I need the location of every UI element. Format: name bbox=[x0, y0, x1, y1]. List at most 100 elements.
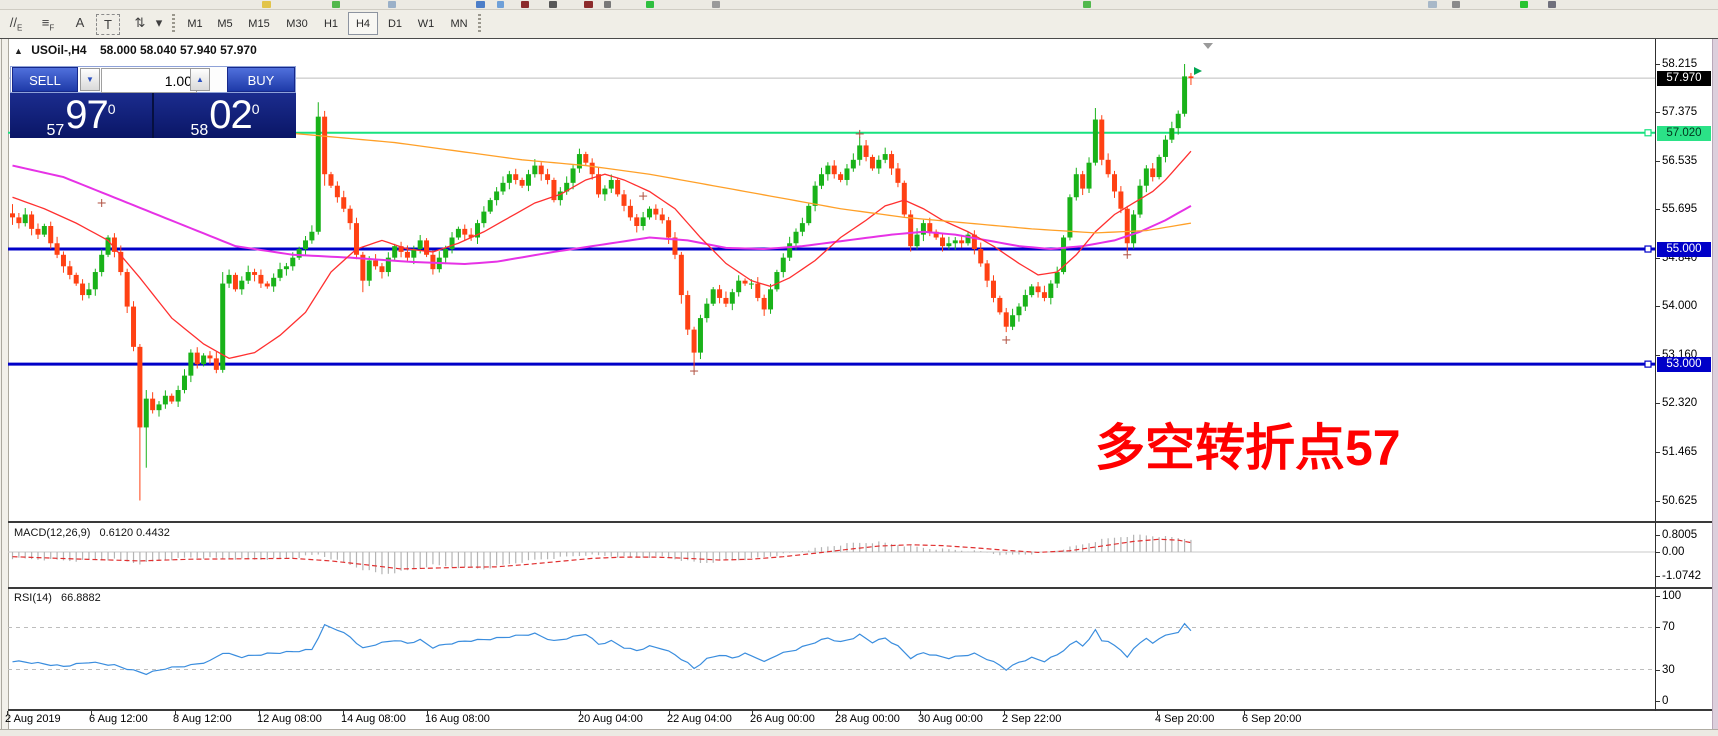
volume-input[interactable] bbox=[101, 68, 197, 93]
sell-price-display[interactable]: 57970 bbox=[10, 93, 152, 139]
axis-tick-label: 0.8005 bbox=[1662, 529, 1698, 541]
panel-separator bbox=[8, 709, 1712, 711]
axis-tick bbox=[1656, 535, 1660, 536]
clipped-icon bbox=[388, 1, 396, 8]
axis-tick-label: 56.535 bbox=[1662, 155, 1698, 167]
price-chart-canvas[interactable] bbox=[8, 40, 1655, 521]
clipped-icon bbox=[1520, 1, 1528, 8]
axis-tick-label: 57.375 bbox=[1662, 106, 1698, 118]
rsi-line bbox=[12, 622, 1192, 676]
clipped-icon bbox=[1428, 1, 1437, 8]
collapse-icon[interactable]: ▲ bbox=[14, 46, 23, 56]
text-icon[interactable]: A bbox=[75, 15, 85, 30]
sell-price-main: 97 bbox=[65, 93, 108, 137]
axis-tick bbox=[1656, 209, 1660, 210]
chart-text-annotation[interactable]: 多空转折点57 bbox=[1095, 420, 1401, 476]
fibonacci-lines-icon[interactable]: ≡F bbox=[41, 15, 55, 33]
axis-tick bbox=[1656, 112, 1660, 113]
dropdown-caret-icon[interactable]: ▾ bbox=[155, 15, 163, 30]
axis-tick-label: 70 bbox=[1662, 621, 1675, 633]
price-axis-border bbox=[1655, 39, 1656, 711]
panel-separator[interactable] bbox=[8, 587, 1712, 589]
axis-tick bbox=[1656, 355, 1660, 356]
rsi-name: RSI(14) bbox=[14, 592, 52, 604]
clipped-icon bbox=[521, 1, 529, 8]
toolbar-separator bbox=[478, 14, 481, 34]
sell-price-pip: 0 bbox=[107, 101, 116, 117]
line-studies-and-periodicity-toolbar: //E ≡F A T ⇅ ▾ M1 M5 M15 M30 H1 H4 D1 W1 MN bbox=[0, 10, 1718, 39]
clipped-toolbar-row bbox=[0, 0, 1718, 10]
timeframe-button-m1[interactable]: M1 bbox=[187, 18, 203, 30]
time-axis-tick bbox=[7, 711, 8, 715]
time-axis-tick bbox=[752, 711, 753, 715]
axis-tick bbox=[1656, 596, 1660, 597]
axis-tick-label: 0 bbox=[1662, 695, 1669, 707]
ohlc-values: 58.000 58.040 57.940 57.970 bbox=[99, 43, 257, 57]
timeframe-button-d1[interactable]: D1 bbox=[387, 18, 403, 30]
timeframe-button-m30[interactable]: M30 bbox=[286, 18, 308, 30]
rsi-header: RSI(14) 66.8882 bbox=[14, 592, 101, 604]
time-axis-label: 22 Aug 04:00 bbox=[667, 713, 732, 725]
time-axis-tick bbox=[837, 711, 838, 715]
support-line-55000-handle[interactable] bbox=[1644, 245, 1652, 253]
macd-header: MACD(12,26,9) 0.6120 0.4432 bbox=[14, 527, 170, 539]
clipped-icon bbox=[497, 1, 504, 8]
clipped-icon bbox=[332, 1, 340, 8]
macd-indicator-canvas[interactable] bbox=[8, 523, 1655, 587]
axis-tick-label: 100 bbox=[1662, 590, 1682, 602]
support-line-57020-handle[interactable] bbox=[1644, 129, 1652, 137]
macd-signal-line bbox=[12, 538, 1192, 570]
axis-tick bbox=[1656, 403, 1660, 404]
timeframe-button-w1[interactable]: W1 bbox=[417, 18, 435, 30]
last-price-arrow-icon bbox=[1194, 67, 1202, 75]
time-axis-label: 30 Aug 00:00 bbox=[918, 713, 983, 725]
chart-symbol-header: ▲ USOil-,H4 58.000 58.040 57.940 57.970 bbox=[14, 43, 257, 57]
time-axis-label: 26 Aug 00:00 bbox=[750, 713, 815, 725]
time-axis-tick bbox=[669, 711, 670, 715]
axis-tick-label: 50.625 bbox=[1662, 495, 1698, 507]
hline-55000-badge: 55.000 bbox=[1657, 241, 1711, 257]
text-label-icon[interactable]: T bbox=[96, 14, 120, 35]
rsi-indicator-canvas[interactable] bbox=[8, 589, 1655, 709]
macd-name: MACD(12,26,9) bbox=[14, 527, 91, 539]
timeframe-button-h1[interactable]: H1 bbox=[323, 18, 339, 30]
support-line-53000-handle[interactable] bbox=[1644, 360, 1652, 368]
clipped-icon bbox=[584, 1, 593, 8]
time-axis-tick bbox=[91, 711, 92, 715]
axis-tick bbox=[1656, 670, 1660, 671]
macd-values: 0.6120 0.4432 bbox=[99, 527, 170, 539]
time-axis-label: 4 Sep 20:00 bbox=[1155, 713, 1215, 725]
volume-increase-button[interactable]: ▲ bbox=[190, 68, 210, 91]
time-axis-label: 28 Aug 00:00 bbox=[835, 713, 900, 725]
axis-tick bbox=[1656, 552, 1660, 553]
buy-button[interactable]: BUY bbox=[227, 67, 295, 92]
time-axis-label: 6 Sep 20:00 bbox=[1242, 713, 1302, 725]
timeframe-button-mn[interactable]: MN bbox=[450, 18, 468, 30]
axis-tick bbox=[1656, 501, 1660, 502]
chart-window-right-border bbox=[1712, 39, 1718, 736]
axis-tick bbox=[1656, 306, 1660, 307]
time-axis-tick bbox=[343, 711, 344, 715]
volume-decrease-button[interactable]: ▼ bbox=[80, 68, 100, 91]
symbol-period-label: USOil-,H4 bbox=[31, 43, 87, 57]
buy-price-display[interactable]: 58020 bbox=[154, 93, 296, 139]
time-axis-label: 8 Aug 12:00 bbox=[173, 713, 232, 725]
timeframe-button-m15[interactable]: M15 bbox=[248, 18, 270, 30]
ma-fast-red bbox=[12, 150, 1192, 360]
clipped-icon bbox=[549, 1, 557, 8]
sell-button[interactable]: SELL bbox=[12, 67, 78, 92]
time-axis-label: 14 Aug 08:00 bbox=[341, 713, 406, 725]
time-axis-label: 2 Sep 22:00 bbox=[1002, 713, 1062, 725]
hline-57020-badge: 57.020 bbox=[1657, 125, 1711, 141]
axis-tick-label: -1.0742 bbox=[1662, 570, 1702, 582]
axis-tick-label: 30 bbox=[1662, 664, 1675, 676]
timeframe-button-m5[interactable]: M5 bbox=[217, 18, 233, 30]
arrows-icon[interactable]: ⇅ bbox=[134, 15, 146, 30]
panel-separator[interactable] bbox=[8, 521, 1712, 523]
chart-shift-marker-icon[interactable] bbox=[1203, 43, 1213, 49]
timeframe-button-h4[interactable]: H4 bbox=[348, 12, 378, 35]
equidistant-channel-icon[interactable]: //E bbox=[9, 15, 23, 33]
time-axis-tick bbox=[920, 711, 921, 715]
axis-tick bbox=[1656, 258, 1660, 259]
axis-tick bbox=[1656, 64, 1660, 65]
